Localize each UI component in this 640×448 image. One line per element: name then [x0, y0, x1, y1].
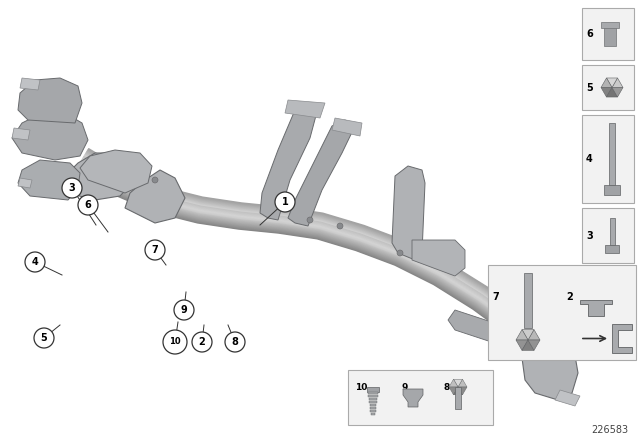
- Polygon shape: [455, 387, 461, 409]
- Polygon shape: [65, 153, 135, 200]
- Polygon shape: [449, 387, 458, 395]
- Circle shape: [163, 330, 187, 354]
- Text: 3: 3: [586, 231, 593, 241]
- Polygon shape: [516, 340, 528, 350]
- Polygon shape: [528, 340, 540, 350]
- Polygon shape: [371, 410, 376, 412]
- Polygon shape: [601, 87, 612, 97]
- Polygon shape: [522, 318, 548, 340]
- Bar: [348, 370, 493, 425]
- Polygon shape: [369, 401, 377, 403]
- Text: 6: 6: [84, 200, 92, 210]
- Polygon shape: [369, 395, 378, 397]
- Polygon shape: [524, 273, 532, 328]
- Polygon shape: [20, 78, 40, 90]
- Text: 4: 4: [31, 257, 38, 267]
- Polygon shape: [605, 245, 619, 253]
- Circle shape: [25, 252, 45, 272]
- Bar: [582, 8, 634, 60]
- Polygon shape: [18, 178, 32, 188]
- Bar: [582, 65, 634, 110]
- Circle shape: [152, 177, 158, 183]
- Polygon shape: [18, 78, 82, 123]
- Circle shape: [34, 328, 54, 348]
- Polygon shape: [448, 310, 545, 358]
- Circle shape: [397, 250, 403, 256]
- Text: 5: 5: [40, 333, 47, 343]
- Text: 1: 1: [282, 197, 289, 207]
- Polygon shape: [18, 160, 80, 200]
- Polygon shape: [612, 78, 623, 87]
- Polygon shape: [285, 100, 325, 118]
- Polygon shape: [371, 413, 375, 415]
- Polygon shape: [609, 218, 614, 245]
- Text: 7: 7: [492, 293, 499, 302]
- Polygon shape: [332, 118, 362, 136]
- Polygon shape: [516, 330, 528, 340]
- Polygon shape: [403, 389, 423, 407]
- Polygon shape: [604, 26, 616, 46]
- Text: 6: 6: [586, 29, 593, 39]
- Text: 9: 9: [401, 383, 408, 392]
- Polygon shape: [392, 166, 425, 260]
- Text: 10: 10: [355, 383, 367, 392]
- Circle shape: [307, 217, 313, 223]
- Polygon shape: [370, 407, 376, 409]
- Polygon shape: [601, 22, 619, 28]
- Circle shape: [192, 332, 212, 352]
- Text: 4: 4: [586, 154, 593, 164]
- Circle shape: [337, 223, 343, 229]
- Text: 3: 3: [68, 183, 76, 193]
- Polygon shape: [555, 390, 580, 406]
- Polygon shape: [580, 300, 612, 315]
- Circle shape: [62, 178, 82, 198]
- Polygon shape: [607, 87, 618, 97]
- Polygon shape: [288, 120, 355, 226]
- Polygon shape: [528, 330, 540, 340]
- Circle shape: [78, 195, 98, 215]
- Polygon shape: [458, 379, 467, 387]
- Polygon shape: [609, 123, 615, 185]
- Polygon shape: [449, 379, 458, 387]
- Polygon shape: [369, 398, 377, 400]
- Polygon shape: [522, 320, 578, 400]
- Polygon shape: [367, 387, 379, 392]
- Circle shape: [145, 240, 165, 260]
- Polygon shape: [370, 404, 376, 406]
- Polygon shape: [412, 240, 465, 276]
- Polygon shape: [458, 387, 467, 395]
- Polygon shape: [522, 330, 534, 340]
- Bar: [488, 265, 636, 360]
- Polygon shape: [368, 392, 378, 394]
- Polygon shape: [80, 150, 152, 193]
- Text: 8: 8: [232, 337, 239, 347]
- Polygon shape: [607, 78, 618, 87]
- Text: 5: 5: [586, 82, 593, 92]
- Polygon shape: [612, 87, 623, 97]
- Text: 226583: 226583: [591, 425, 628, 435]
- Polygon shape: [454, 387, 463, 395]
- Text: 9: 9: [180, 305, 188, 315]
- Text: 8: 8: [444, 383, 451, 392]
- Text: 2: 2: [198, 337, 205, 347]
- Polygon shape: [125, 170, 185, 223]
- Polygon shape: [12, 128, 30, 140]
- Text: 10: 10: [169, 337, 181, 346]
- Text: 7: 7: [152, 245, 158, 255]
- Polygon shape: [601, 78, 612, 87]
- Polygon shape: [454, 379, 463, 387]
- Text: 2: 2: [566, 293, 573, 302]
- Bar: [582, 208, 634, 263]
- Polygon shape: [260, 103, 318, 220]
- Polygon shape: [522, 340, 534, 350]
- Circle shape: [275, 192, 295, 212]
- Bar: [582, 115, 634, 203]
- Circle shape: [174, 300, 194, 320]
- Polygon shape: [612, 324, 632, 353]
- Polygon shape: [604, 185, 620, 195]
- Polygon shape: [12, 113, 88, 160]
- Circle shape: [225, 332, 245, 352]
